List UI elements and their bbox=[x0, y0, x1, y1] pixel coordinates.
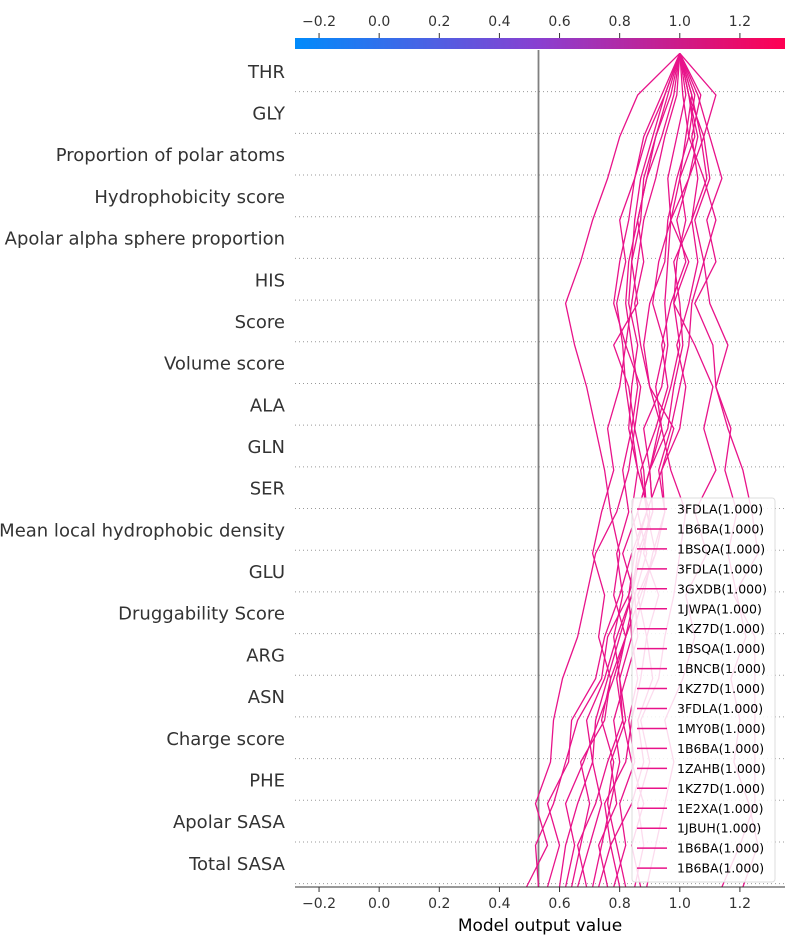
legend-entry: 1JBUH(1.000) bbox=[677, 821, 761, 836]
bottom-tick-label: 0.0 bbox=[368, 896, 390, 912]
legend: 3FDLA(1.000) 1B6BA(1.000) 1BSQA(1.000) 3FDL… bbox=[631, 497, 776, 883]
feature-label: Volume score bbox=[164, 354, 285, 375]
legend-entry: 1B6BA(1.000) bbox=[677, 841, 764, 856]
feature-label: Apolar SASA bbox=[173, 812, 286, 833]
colorbar bbox=[295, 38, 785, 49]
legend-entry: 1JWPA(1.000) bbox=[677, 601, 762, 616]
legend-entry: 3FDLA(1.000) bbox=[677, 561, 763, 576]
feature-label: Hydrophobicity score bbox=[94, 187, 285, 208]
legend-entry: 1E2XA(1.000) bbox=[677, 801, 763, 816]
legend-box bbox=[631, 497, 776, 883]
feature-label: THR bbox=[247, 62, 285, 83]
legend-entry: 1BNCB(1.000) bbox=[677, 661, 766, 676]
feature-label: ARG bbox=[246, 645, 285, 666]
bottom-axis-ticks: −0.2 0.0 0.2 0.4 0.6 0.8 1.0 1.2 bbox=[302, 887, 751, 912]
feature-label: Druggability Score bbox=[118, 604, 285, 625]
feature-label: SER bbox=[250, 479, 285, 500]
top-axis-ticks: −0.2 0.0 0.2 0.4 0.6 0.8 1.0 1.2 bbox=[302, 14, 751, 38]
bottom-tick-label: 0.2 bbox=[428, 896, 450, 912]
bottom-tick-label: −0.2 bbox=[302, 896, 336, 912]
legend-entry: 1KZ7D(1.000) bbox=[677, 621, 765, 636]
feature-label: ALA bbox=[250, 395, 286, 416]
feature-label: Apolar alpha sphere proportion bbox=[5, 229, 285, 250]
feature-label: Score bbox=[235, 312, 285, 333]
legend-entry: 3FDLA(1.000) bbox=[677, 701, 763, 716]
decision-line bbox=[576, 53, 711, 888]
decision-line bbox=[564, 52, 681, 888]
feature-label: PHE bbox=[249, 770, 285, 791]
legend-entry: 3FDLA(1.000) bbox=[677, 502, 763, 517]
decision-line bbox=[591, 53, 687, 888]
bottom-tick-label: 1.0 bbox=[669, 896, 691, 912]
feature-label: Total SASA bbox=[188, 854, 286, 875]
legend-entry: 1B6BA(1.000) bbox=[677, 521, 764, 536]
legend-entry: 1KZ7D(1.000) bbox=[677, 681, 765, 696]
legend-entry: 1BSQA(1.000) bbox=[677, 541, 765, 556]
decision-lines bbox=[525, 52, 759, 888]
top-tick-label: 0.2 bbox=[428, 14, 450, 30]
legend-entry: 1BSQA(1.000) bbox=[677, 641, 765, 656]
feature-label: ASN bbox=[248, 687, 285, 708]
legend-entry: 1ZAHB(1.000) bbox=[677, 761, 766, 776]
decision-line bbox=[591, 53, 681, 888]
top-tick-label: −0.2 bbox=[302, 14, 336, 30]
top-tick-label: 0.6 bbox=[548, 14, 570, 30]
feature-labels: THR GLY Proportion of polar atoms Hydrophob… bbox=[0, 62, 286, 875]
top-tick-label: 0.8 bbox=[609, 14, 631, 30]
feature-label: HIS bbox=[255, 270, 285, 291]
legend-entry: 1B6BA(1.000) bbox=[677, 861, 764, 876]
legend-entry: 3GXDB(1.000) bbox=[677, 581, 767, 596]
top-tick-label: 0.4 bbox=[488, 14, 510, 30]
decision-line bbox=[570, 53, 708, 888]
bottom-tick-label: 1.2 bbox=[729, 896, 751, 912]
feature-label: GLN bbox=[248, 437, 285, 458]
feature-label: Mean local hydrophobic density bbox=[0, 520, 285, 541]
legend-entry: 1MY0B(1.000) bbox=[677, 721, 765, 736]
x-axis-label: Model output value bbox=[458, 916, 622, 936]
top-tick-label: 1.2 bbox=[729, 14, 751, 30]
feature-label: GLY bbox=[252, 104, 286, 125]
decision-line bbox=[597, 53, 681, 888]
feature-label: Proportion of polar atoms bbox=[56, 145, 285, 166]
bottom-tick-label: 0.4 bbox=[488, 896, 510, 912]
feature-label: Charge score bbox=[166, 729, 285, 750]
top-tick-label: 1.0 bbox=[669, 14, 691, 30]
decision-line bbox=[525, 53, 681, 888]
feature-label: GLU bbox=[249, 562, 285, 583]
bottom-tick-label: 0.6 bbox=[548, 896, 570, 912]
top-tick-label: 0.0 bbox=[368, 14, 390, 30]
decision-line bbox=[546, 53, 699, 888]
legend-entry: 1KZ7D(1.000) bbox=[677, 781, 765, 796]
bottom-tick-label: 0.8 bbox=[609, 896, 631, 912]
legend-entry: 1B6BA(1.000) bbox=[677, 741, 764, 756]
